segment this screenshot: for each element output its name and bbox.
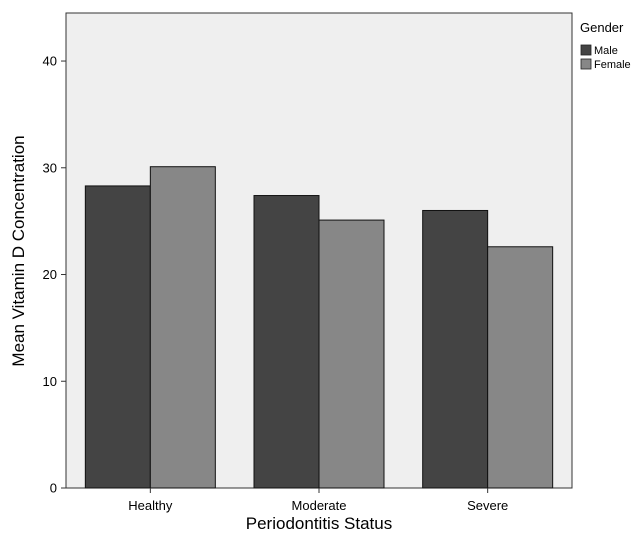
legend-swatch-male [580, 44, 592, 56]
legend-label-male: Male [594, 45, 618, 57]
y-tick-label: 10 [43, 374, 57, 389]
y-tick-label: 30 [43, 160, 57, 175]
legend-swatch-female [580, 58, 592, 70]
bar-male-severe [422, 209, 489, 489]
x-tick-label-healthy: Healthy [128, 498, 173, 513]
x-tick-label-moderate: Moderate [292, 498, 347, 513]
y-axis: 0 10 20 30 40 [43, 54, 66, 496]
x-axis-title: Periodontitis Status [246, 514, 392, 533]
bar-female-severe [487, 246, 554, 489]
legend-label-female: Female [594, 59, 631, 71]
x-axis: Healthy Moderate Severe [128, 488, 508, 513]
bar-male-healthy [84, 185, 151, 489]
bar-female-healthy [149, 166, 216, 489]
x-tick-label-severe: Severe [467, 498, 508, 513]
y-tick-label: 20 [43, 267, 57, 282]
legend: Gender Male Female [580, 20, 631, 71]
legend-title: Gender [580, 20, 624, 35]
y-tick-label: 0 [50, 481, 57, 496]
y-axis-title: Mean Vitamin D Concentration [9, 135, 28, 366]
bars-layer [84, 166, 554, 489]
bar-male-moderate [253, 195, 320, 489]
bar-female-moderate [318, 219, 385, 489]
y-tick-label: 40 [43, 54, 57, 69]
